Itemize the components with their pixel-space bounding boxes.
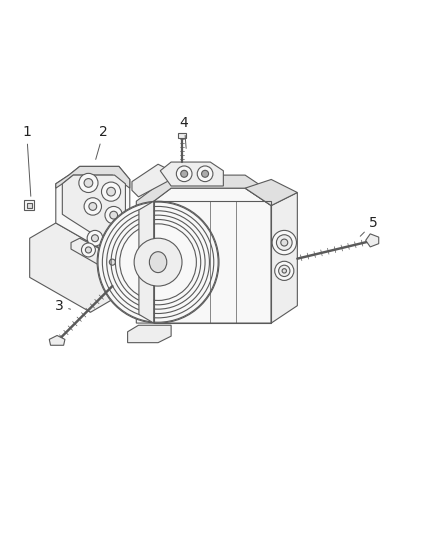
Circle shape <box>110 259 116 265</box>
Circle shape <box>92 235 99 241</box>
Polygon shape <box>71 238 125 275</box>
Circle shape <box>106 255 119 269</box>
Text: 2: 2 <box>96 125 108 159</box>
Circle shape <box>85 247 92 253</box>
Polygon shape <box>139 201 154 323</box>
Polygon shape <box>27 203 32 207</box>
Circle shape <box>97 201 219 323</box>
Circle shape <box>79 173 98 192</box>
Polygon shape <box>271 192 297 323</box>
Circle shape <box>281 239 288 246</box>
Circle shape <box>134 238 182 286</box>
Circle shape <box>87 230 103 246</box>
Polygon shape <box>62 175 125 249</box>
Circle shape <box>177 166 192 182</box>
Polygon shape <box>127 325 171 343</box>
Circle shape <box>272 230 297 255</box>
Polygon shape <box>56 166 130 258</box>
Text: 1: 1 <box>22 125 31 196</box>
Text: 3: 3 <box>54 298 71 313</box>
Circle shape <box>84 179 93 187</box>
Text: 5: 5 <box>360 216 378 236</box>
Polygon shape <box>178 133 186 138</box>
Polygon shape <box>56 166 130 188</box>
Circle shape <box>201 171 208 177</box>
Polygon shape <box>30 223 117 312</box>
Polygon shape <box>25 200 34 210</box>
Text: 4: 4 <box>180 116 188 148</box>
Circle shape <box>275 261 294 280</box>
Polygon shape <box>49 335 65 345</box>
Circle shape <box>279 265 290 277</box>
Circle shape <box>110 211 117 219</box>
Circle shape <box>102 182 120 201</box>
Polygon shape <box>160 162 223 186</box>
Polygon shape <box>245 180 297 206</box>
Circle shape <box>107 187 116 196</box>
Circle shape <box>81 243 95 257</box>
Ellipse shape <box>149 252 167 272</box>
Circle shape <box>181 171 187 177</box>
Circle shape <box>89 203 97 211</box>
Polygon shape <box>136 188 271 323</box>
Polygon shape <box>366 234 379 247</box>
Circle shape <box>84 198 102 215</box>
Circle shape <box>276 235 292 251</box>
Polygon shape <box>132 164 171 197</box>
Circle shape <box>105 206 122 224</box>
Circle shape <box>282 269 286 273</box>
Polygon shape <box>136 175 271 214</box>
Circle shape <box>197 166 213 182</box>
